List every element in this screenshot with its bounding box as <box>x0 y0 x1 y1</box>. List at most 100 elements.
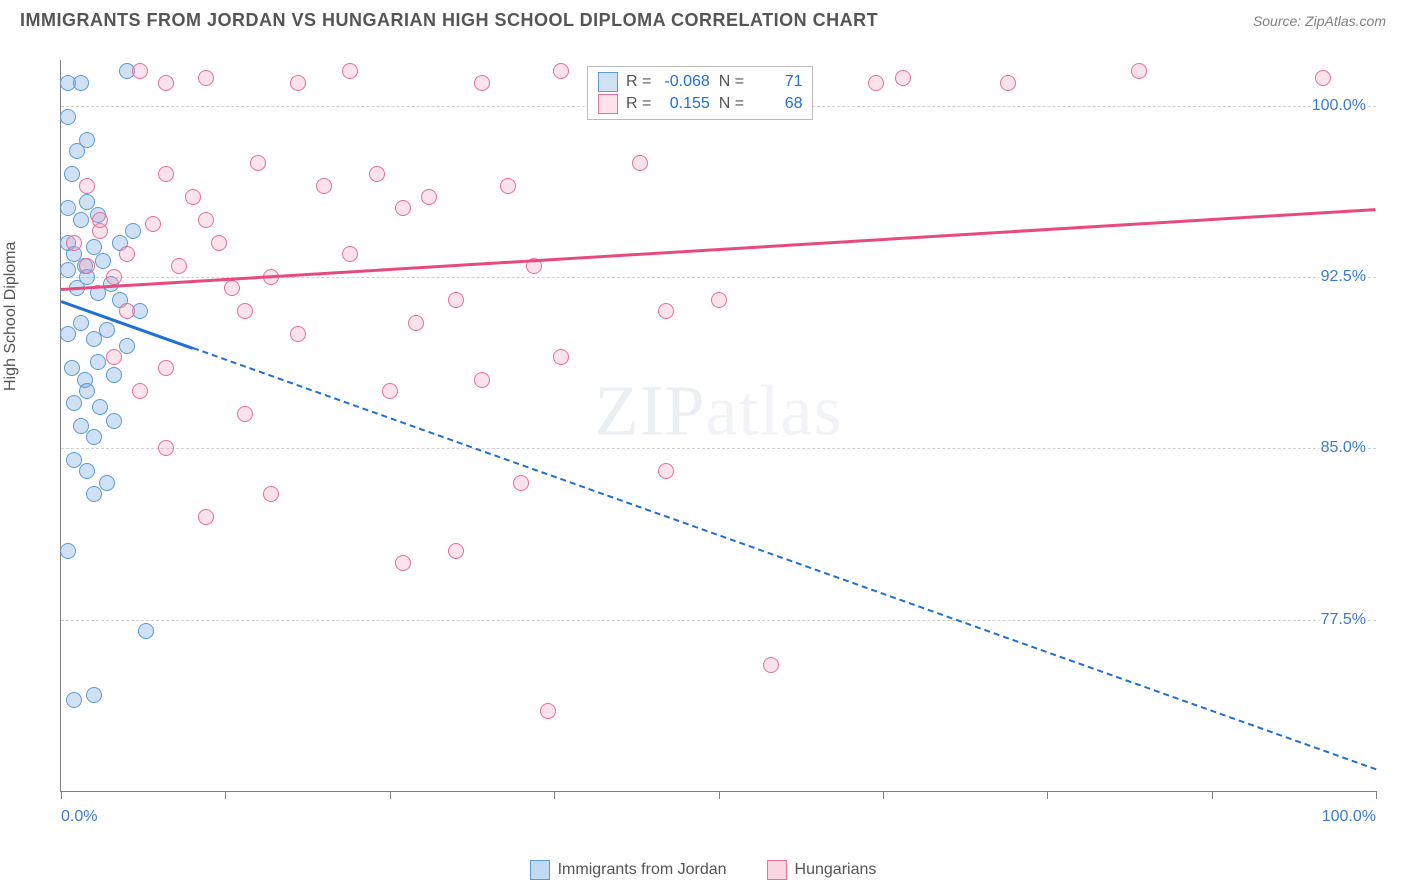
data-point <box>513 475 529 491</box>
legend-item: Hungarians <box>767 860 877 880</box>
data-point <box>79 132 95 148</box>
data-point <box>79 383 95 399</box>
data-point <box>86 687 102 703</box>
data-point <box>474 372 490 388</box>
bottom-legend: Immigrants from Jordan Hungarians <box>0 860 1406 880</box>
data-point <box>1315 70 1331 86</box>
x-end-label: 100.0% <box>1322 808 1376 826</box>
data-point <box>290 326 306 342</box>
data-point <box>73 315 89 331</box>
data-point <box>60 109 76 125</box>
data-point <box>60 543 76 559</box>
data-point <box>868 75 884 91</box>
legend-label: Hungarians <box>795 861 877 879</box>
data-point <box>158 360 174 376</box>
chart-container: High School Diploma ZIPatlas R = -0.068 … <box>20 40 1386 842</box>
data-point <box>60 200 76 216</box>
x-tick <box>719 791 720 799</box>
plot-area: ZIPatlas R = -0.068 N = 71 R = 0.155 N = … <box>60 60 1376 792</box>
gridline <box>61 448 1376 449</box>
data-point <box>158 440 174 456</box>
legend-swatch <box>598 72 618 92</box>
stats-legend-row: R = -0.068 N = 71 <box>598 71 802 93</box>
data-point <box>138 623 154 639</box>
trend-line <box>61 208 1376 291</box>
data-point <box>79 194 95 210</box>
data-point <box>132 383 148 399</box>
data-point <box>658 303 674 319</box>
data-point <box>92 212 108 228</box>
data-point <box>263 486 279 502</box>
data-point <box>1000 75 1016 91</box>
data-point <box>171 258 187 274</box>
data-point <box>99 322 115 338</box>
legend-swatch <box>767 860 787 880</box>
data-point <box>198 212 214 228</box>
data-point <box>79 178 95 194</box>
data-point <box>73 212 89 228</box>
data-point <box>86 486 102 502</box>
data-point <box>66 395 82 411</box>
data-point <box>237 303 253 319</box>
x-tick <box>1376 791 1377 799</box>
data-point <box>106 349 122 365</box>
data-point <box>198 509 214 525</box>
data-point <box>73 418 89 434</box>
data-point <box>395 200 411 216</box>
data-point <box>119 303 135 319</box>
stats-legend-row: R = 0.155 N = 68 <box>598 93 802 115</box>
y-tick-label: 100.0% <box>1310 97 1368 115</box>
data-point <box>211 235 227 251</box>
x-tick <box>225 791 226 799</box>
x-tick <box>1047 791 1048 799</box>
data-point <box>66 452 82 468</box>
data-point <box>92 399 108 415</box>
y-axis-label: High School Diploma <box>2 242 20 391</box>
data-point <box>90 354 106 370</box>
data-point <box>658 463 674 479</box>
data-point <box>106 413 122 429</box>
data-point <box>198 70 214 86</box>
trend-line <box>192 347 1376 770</box>
data-point <box>106 367 122 383</box>
legend-swatch <box>598 94 618 114</box>
data-point <box>500 178 516 194</box>
data-point <box>553 349 569 365</box>
data-point <box>66 235 82 251</box>
data-point <box>316 178 332 194</box>
data-point <box>86 429 102 445</box>
data-point <box>79 258 95 274</box>
legend-stats: R = 0.155 N = 68 <box>626 95 802 113</box>
chart-title: IMMIGRANTS FROM JORDAN VS HUNGARIAN HIGH… <box>20 10 878 31</box>
watermark: ZIPatlas <box>595 369 843 452</box>
data-point <box>763 657 779 673</box>
source-attribution: Source: ZipAtlas.com <box>1253 13 1386 29</box>
data-point <box>290 75 306 91</box>
legend-stats: R = -0.068 N = 71 <box>626 73 802 91</box>
data-point <box>1131 63 1147 79</box>
data-point <box>448 292 464 308</box>
data-point <box>132 63 148 79</box>
y-tick-label: 85.0% <box>1319 439 1368 457</box>
x-tick <box>883 791 884 799</box>
data-point <box>632 155 648 171</box>
x-tick <box>1212 791 1213 799</box>
data-point <box>119 246 135 262</box>
legend-item: Immigrants from Jordan <box>530 860 727 880</box>
data-point <box>64 360 80 376</box>
x-start-label: 0.0% <box>61 808 97 826</box>
data-point <box>224 280 240 296</box>
data-point <box>158 166 174 182</box>
gridline <box>61 620 1376 621</box>
data-point <box>342 246 358 262</box>
data-point <box>73 75 89 91</box>
data-point <box>64 166 80 182</box>
stats-legend: R = -0.068 N = 71 R = 0.155 N = 68 <box>587 66 813 120</box>
data-point <box>60 326 76 342</box>
data-point <box>711 292 727 308</box>
data-point <box>119 338 135 354</box>
data-point <box>158 75 174 91</box>
data-point <box>185 189 201 205</box>
legend-label: Immigrants from Jordan <box>558 861 727 879</box>
data-point <box>237 406 253 422</box>
